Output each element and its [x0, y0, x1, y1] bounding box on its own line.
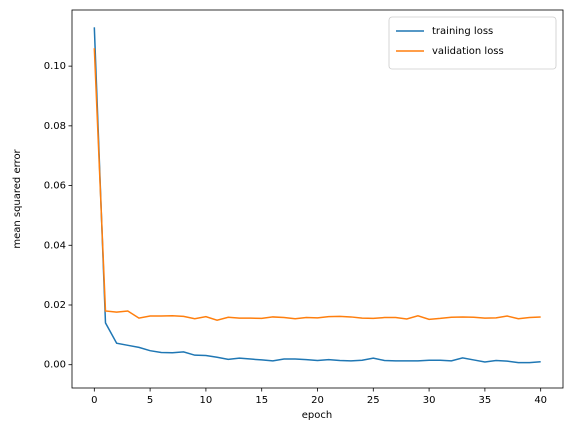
- legend-box: [388, 16, 557, 70]
- line-series: [93, 27, 541, 364]
- x-tick-label: 35: [479, 395, 492, 406]
- y-tick-label: 0.02: [44, 300, 66, 311]
- x-tick-label: 0: [91, 395, 97, 406]
- legend-label: validation loss: [432, 46, 504, 57]
- y-tick-label: 0.06: [44, 181, 66, 192]
- x-tick-label: 40: [534, 395, 547, 406]
- y-tick-label: 0.00: [44, 360, 66, 371]
- x-tick-label: 30: [423, 395, 436, 406]
- y-tick-label: 0.04: [44, 240, 66, 251]
- x-tick-label: 10: [200, 395, 213, 406]
- x-tick-label: 15: [255, 395, 268, 406]
- x-tick-label: 5: [147, 395, 153, 406]
- axes-frame: [71, 9, 564, 389]
- y-tick-label: 0.10: [44, 61, 66, 72]
- y-tick-label: 0.08: [44, 121, 66, 132]
- x-tick-label: 25: [367, 395, 380, 406]
- y-axis-label: mean squared error: [12, 148, 23, 248]
- line-series: [93, 48, 541, 322]
- x-axis-label: epoch: [302, 410, 332, 421]
- x-tick-label: 20: [311, 395, 324, 406]
- legend-label: training loss: [432, 26, 493, 37]
